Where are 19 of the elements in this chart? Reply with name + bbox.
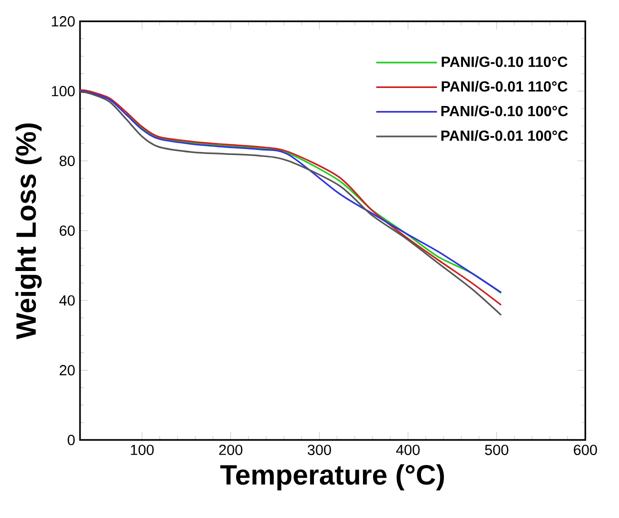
y-tick-label: 80 (60, 156, 75, 166)
legend-label: PANI/G-0.10 100°C (441, 106, 568, 116)
y-tick-label: 0 (68, 434, 75, 446)
y-tick-label: 120 (52, 16, 75, 27)
y-tick-label: 100 (52, 86, 75, 96)
x-tick-label: 600 (574, 444, 597, 456)
x-tick-label: 300 (308, 444, 332, 456)
x-tick-label: 400 (396, 444, 420, 456)
y-axis-title: Weight Loss (%) (15, 123, 42, 340)
x-axis-title: Temperature (°C) (220, 464, 444, 490)
legend-label: PANI/G-0.10 110°C (442, 56, 568, 68)
x-tick-label: 200 (219, 444, 242, 456)
x-tick-label: 500 (485, 444, 508, 456)
legend-label: PANI/G-0.01 110°C (442, 80, 568, 92)
y-tick-label: 60 (60, 225, 75, 236)
y-tick-label: 40 (59, 295, 75, 306)
y-tick-label: 20 (60, 365, 75, 376)
legend-label: PANI/G-0.01 100°C (441, 130, 568, 142)
x-tick-label: 100 (130, 444, 154, 456)
